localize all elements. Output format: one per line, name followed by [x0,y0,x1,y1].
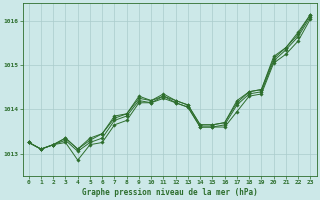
X-axis label: Graphe pression niveau de la mer (hPa): Graphe pression niveau de la mer (hPa) [82,188,258,197]
